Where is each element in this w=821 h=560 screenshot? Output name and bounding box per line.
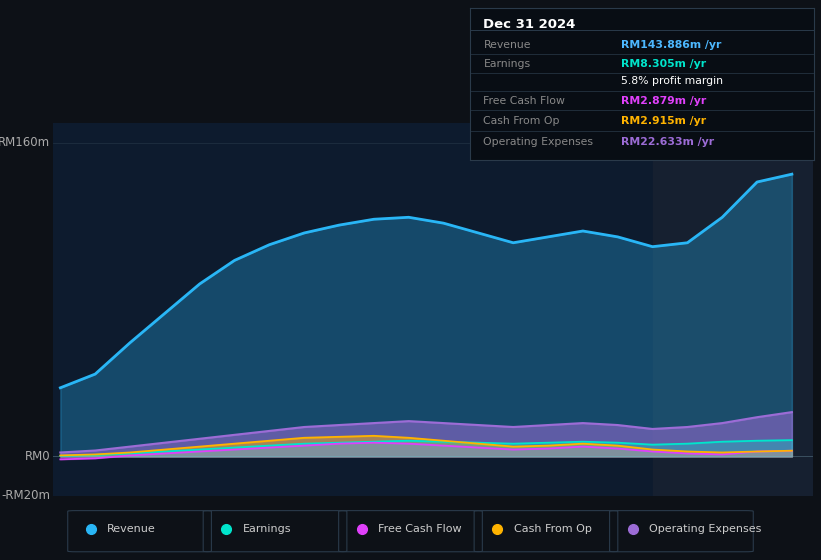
- Text: Operating Expenses: Operating Expenses: [484, 137, 594, 147]
- Text: Free Cash Flow: Free Cash Flow: [484, 96, 566, 106]
- Text: RM143.886m /yr: RM143.886m /yr: [621, 40, 722, 50]
- Text: RM8.305m /yr: RM8.305m /yr: [621, 59, 706, 68]
- Text: Earnings: Earnings: [484, 59, 530, 68]
- Text: Operating Expenses: Operating Expenses: [649, 524, 761, 534]
- Text: RM0: RM0: [25, 450, 50, 463]
- Text: RM2.915m /yr: RM2.915m /yr: [621, 116, 706, 126]
- Text: Earnings: Earnings: [242, 524, 291, 534]
- Text: Cash From Op: Cash From Op: [484, 116, 560, 126]
- Text: RM22.633m /yr: RM22.633m /yr: [621, 137, 714, 147]
- Text: Cash From Op: Cash From Op: [514, 524, 591, 534]
- Text: Revenue: Revenue: [107, 524, 156, 534]
- Text: 5.8% profit margin: 5.8% profit margin: [621, 76, 723, 86]
- Bar: [653, 123, 813, 496]
- Text: Dec 31 2024: Dec 31 2024: [484, 18, 576, 31]
- Text: Free Cash Flow: Free Cash Flow: [378, 524, 461, 534]
- Text: RM160m: RM160m: [0, 136, 50, 150]
- Text: -RM20m: -RM20m: [2, 489, 50, 502]
- Text: Revenue: Revenue: [484, 40, 531, 50]
- Text: RM2.879m /yr: RM2.879m /yr: [621, 96, 707, 106]
